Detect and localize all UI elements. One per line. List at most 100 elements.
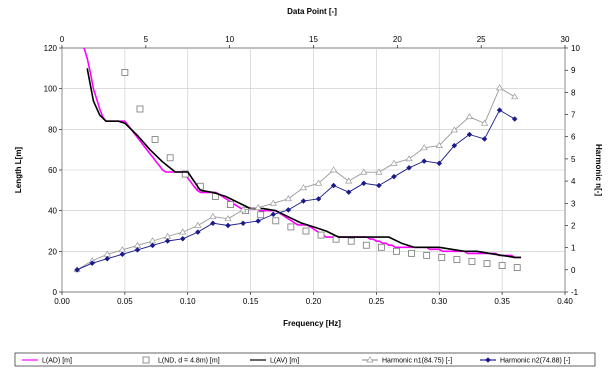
l-nd-series-point-4 [181,170,189,178]
l-nd-series-point-26 [513,264,521,272]
harmonic-n2-series [74,107,518,273]
x2-tick-label: 15 [309,35,318,44]
harmonic-n2-series-point-29 [511,116,518,122]
x2-tick-label: 5 [144,35,149,44]
legend-item-harmonic-n2-series: Harmonic n2(74.88) [-] [480,357,570,365]
legend-label: Harmonic n2(74.88) [-] [500,358,570,365]
harmonic-n2-series-point-20 [376,182,382,189]
harmonic-n1-series-point-7 [179,228,187,235]
harmonic-n2-series-point-12 [255,218,262,224]
l-nd-series-point-1 [136,105,144,113]
harmonic-n1-series-point-11 [239,206,247,213]
l-nd-series-point-10 [272,217,280,225]
legend-item-l-av-series: L(AV) [m] [250,358,299,365]
legend-harmonic-n1-series-point-0 [366,356,374,363]
legend-item-l-ad-series: L(AD) [m] [22,358,72,365]
harmonic-n1-series-point-12 [254,204,262,211]
y2-tick-label: 6 [571,133,576,142]
harmonic-n1-series-point-23 [420,144,428,151]
l-nd-series-point-2 [151,136,159,143]
harmonic-n2-series-point-25 [451,142,458,149]
x-tick-label: 0.25 [369,297,385,306]
harmonic-n2-series-point-13 [270,211,277,218]
harmonic-n1-series-point-13 [269,199,277,206]
y-tick-label: 80 [48,125,57,134]
x2-tick-label: 30 [561,35,570,44]
series-layer [73,48,521,273]
x-tick-label: 0.10 [180,297,196,306]
harmonic-n2-series-point-9 [210,220,216,227]
l-nd-series-point-20 [423,251,431,259]
l-nd-series-point-19 [408,249,415,257]
y-tick-label: 40 [48,207,57,216]
l-av-series [86,68,521,259]
harmonic-n1-series-point-26 [465,113,474,120]
harmonic-n1-series-point-18 [345,177,353,184]
l-nd-series-point-9 [257,211,265,219]
y2-axis-ticks: -1 0 1 2 3 4 5 6 7 8 9 10 [565,44,580,297]
harmonic-n2-series-point-7 [179,235,186,242]
legend-item-l-nd-series: L(ND, d = 4.8m) [m] [142,356,220,365]
legend-harmonic-n2-series-point-0 [485,357,491,363]
x-axis-title: Frequency [Hz] [283,319,341,328]
harmonic-n2-series-point-8 [194,229,201,235]
l-nd-series-point-0 [121,69,129,76]
l-nd-series-point-3 [166,154,174,162]
harmonic-n1-series-point-9 [209,212,217,219]
l-nd-series [121,69,521,272]
harmonic-n1-series-point-15 [299,184,308,191]
harmonic-n2-series-point-14 [285,207,292,213]
l-nd-series-point-12 [302,227,310,235]
harmonic-n2-series-point-18 [345,189,352,196]
y2-tick-label: -1 [571,288,579,297]
l-nd-series-point-17 [378,243,385,251]
harmonic-n2-series-point-3 [119,251,126,258]
harmonic-n1-series-point-16 [314,179,323,186]
harmonic-n2-series-point-2 [104,255,111,262]
harmonic-n2-series-point-21 [391,173,397,180]
harmonic-n2-series-point-11 [240,220,246,227]
l-nd-series-point-23 [468,258,476,265]
harmonic-n1-series-point-8 [194,221,202,228]
y2-tick-label: 7 [571,111,576,120]
harmonic-n2-series-point-0 [74,266,80,273]
harmonic-n1-series-point-19 [360,168,368,175]
harmonic-n2-series-point-27 [481,136,488,142]
harmonic-n1-series-point-14 [284,195,292,202]
harmonic-n1-series-point-21 [390,159,398,166]
harmonic-n1-series-point-27 [480,119,489,126]
x2-axis-title: Data Point [-] [287,7,337,16]
legend: L(AD) [m] L(ND, d = 4.8m) [m] L(AV) [m] Har… [22,356,570,365]
legend-box [14,352,596,367]
l-nd-series-point-7 [227,201,234,208]
harmonic-n1-series-point-17 [330,166,338,173]
harmonic-n2-series-point-23 [421,158,428,164]
x2-tick-label: 10 [225,35,234,44]
y2-tick-label: 0 [571,266,576,275]
x2-tick-label: 25 [477,35,486,44]
l-ad-series-line [83,48,521,259]
x-tick-label: 0.05 [117,297,133,306]
legend-item-harmonic-n1-series: Harmonic n1(84.75) [-] [362,356,452,365]
y2-axis-title: Harmonic n[-] [594,144,603,196]
harmonic-n2-series-point-28 [496,107,503,113]
y-tick-label: 100 [44,85,58,94]
harmonic-n2-series-point-24 [436,160,443,167]
legend-label: Harmonic n1(84.75) [-] [382,358,452,365]
y-tick-label: 60 [48,166,57,175]
l-ad-series [83,48,521,259]
x-tick-label: 0.30 [431,297,447,306]
y-axis-title: Length L[m] [14,147,23,194]
y2-tick-label: 8 [571,88,576,97]
y2-tick-label: 1 [571,244,576,253]
l-nd-series-point-11 [287,223,295,231]
y2-tick-label: 2 [571,221,576,230]
harmonic-n1-series-point-25 [450,126,458,133]
legend-label: L(AV) [m] [270,358,299,365]
l-nd-series-point-16 [362,241,370,249]
harmonic-n2-series-point-17 [330,182,337,189]
harmonic-n2-series-point-26 [466,131,473,138]
harmonic-n1-series-point-20 [375,168,383,175]
legend-label: L(ND, d = 4.8m) [m] [158,358,220,365]
l-nd-series-point-18 [393,247,400,255]
